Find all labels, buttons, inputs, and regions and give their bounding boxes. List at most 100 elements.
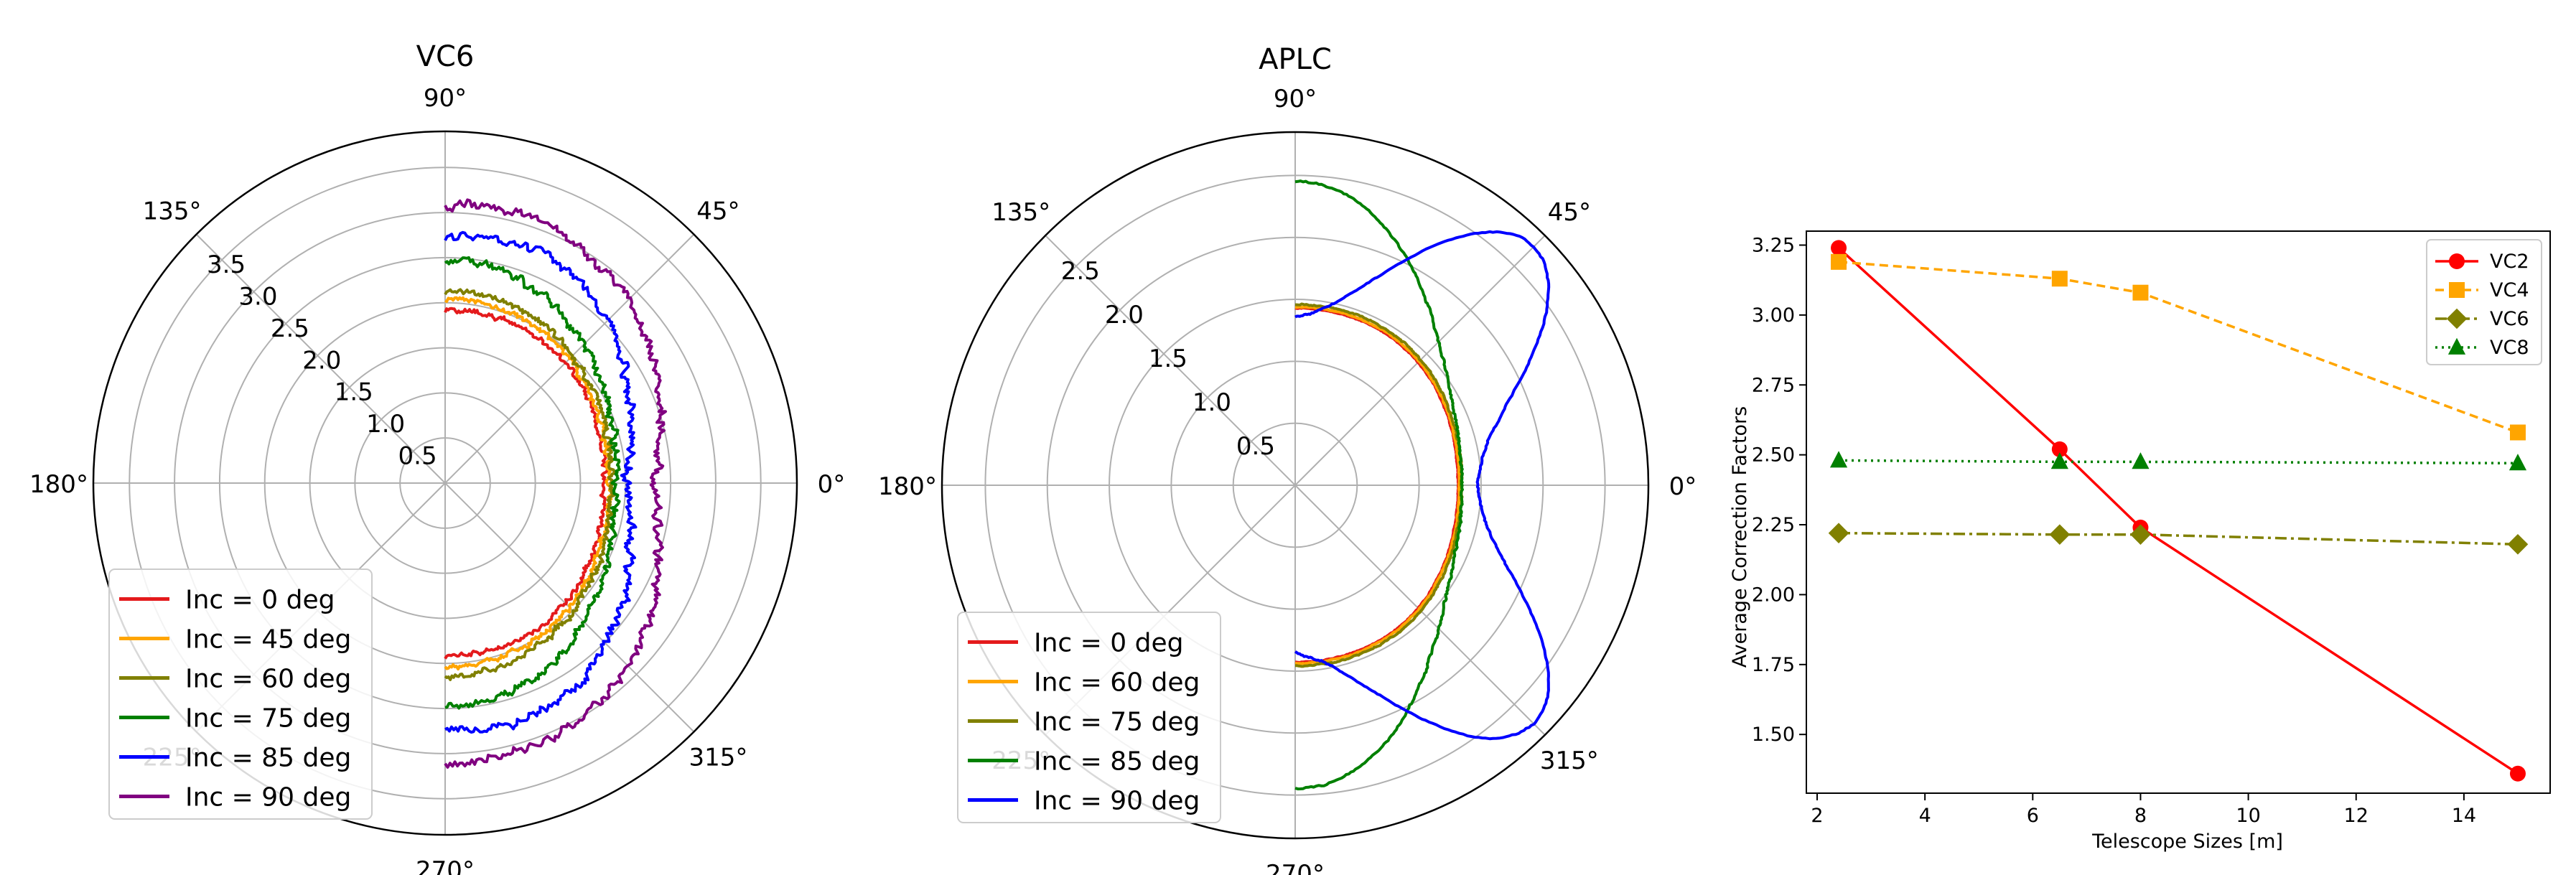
angular-gridline xyxy=(1045,235,1296,486)
legend-label: Inc = 60 deg xyxy=(1034,668,1200,698)
angle-tick-label: 180° xyxy=(878,472,937,501)
radial-tick-label: 1.5 xyxy=(335,378,373,407)
radial-tick-label: 2.5 xyxy=(271,314,309,343)
legend-label: Inc = 85 deg xyxy=(1034,747,1200,777)
line-chart-correction-factors: Telescope Sizes [m] Average Correction F… xyxy=(1729,230,2551,853)
x-tick-label: 2 xyxy=(1811,805,1823,827)
x-tick-label: 8 xyxy=(2134,805,2147,827)
angle-tick-label: 315° xyxy=(689,743,747,772)
series-line xyxy=(1838,531,2519,546)
data-point xyxy=(2132,452,2150,469)
data-point xyxy=(2449,282,2465,298)
polar-chart-vc6: VC6 0.5 1.0 1.5 2.0 2.5 3.0 3.5 0° 45° 90° 135° 180… xyxy=(29,40,845,875)
data-point xyxy=(2050,452,2068,469)
series-line xyxy=(1837,247,2519,775)
legend: VC2 VC4 VC6 VC8 xyxy=(2426,239,2542,365)
angular-gridline xyxy=(195,233,446,484)
angle-tick-label: 90° xyxy=(424,84,467,113)
legend-frame xyxy=(108,568,373,820)
x-axis-label: Telescope Sizes [m] xyxy=(2091,830,2283,853)
data-point xyxy=(1829,451,1848,468)
legend-label: Inc = 60 deg xyxy=(185,665,351,694)
data-point xyxy=(2132,284,2149,301)
series-line xyxy=(1294,230,1551,741)
angle-tick-label: 315° xyxy=(1540,747,1599,775)
series-vc8 xyxy=(1829,451,2527,471)
data-point xyxy=(2507,533,2529,555)
angle-tick-label: 270° xyxy=(1266,860,1325,875)
radial-tick-label: 2.0 xyxy=(302,346,341,375)
angle-tick-label: 90° xyxy=(1274,85,1317,113)
polar-frame xyxy=(92,130,798,836)
data-point xyxy=(1831,253,1847,270)
legend-label: Inc = 85 deg xyxy=(185,744,351,773)
series-vc6 xyxy=(1828,523,2529,555)
y-tick-label: 2.25 xyxy=(1752,514,1795,536)
series-line xyxy=(444,296,614,671)
radial-tick-label: 0.5 xyxy=(398,442,437,471)
legend-frame xyxy=(957,612,1221,823)
radial-tick-label: 1.5 xyxy=(1149,345,1187,373)
data-point xyxy=(1828,523,1849,544)
legend-label: Inc = 45 deg xyxy=(185,625,351,655)
y-tick-label: 2.00 xyxy=(1752,584,1795,606)
y-tick-label: 3.25 xyxy=(1752,234,1795,256)
angle-tick-label: 135° xyxy=(991,198,1050,227)
x-tick-label: 4 xyxy=(1919,805,1931,827)
x-tick-label: 12 xyxy=(2344,805,2369,827)
angle-tick-label: 45° xyxy=(1548,198,1591,227)
data-point xyxy=(2049,524,2071,545)
y-axis-label: Average Correction Factors xyxy=(1729,406,1751,668)
data-point xyxy=(1831,240,1847,256)
series-line xyxy=(444,307,610,660)
x-tick-label: 14 xyxy=(2452,805,2476,827)
series-line xyxy=(444,256,621,710)
legend-label: Inc = 75 deg xyxy=(1034,708,1200,737)
data-point xyxy=(2447,337,2466,355)
angle-tick-label: 135° xyxy=(143,197,202,226)
series-line xyxy=(1838,261,2519,434)
angle-tick-label: 0° xyxy=(1669,472,1697,501)
series-line xyxy=(1294,305,1461,665)
series-line xyxy=(444,198,667,769)
data-point xyxy=(2446,308,2468,329)
legend-label: Inc = 75 deg xyxy=(185,704,351,734)
legend-label: VC2 xyxy=(2490,251,2529,273)
angle-tick-label: 45° xyxy=(696,197,739,226)
legend-label: VC6 xyxy=(2490,308,2529,330)
legend-label: VC8 xyxy=(2490,337,2529,359)
legend-label: Inc = 90 deg xyxy=(1034,787,1200,816)
chart-title: APLC xyxy=(1259,43,1332,76)
polar-frame xyxy=(941,131,1650,840)
y-tick-label: 2.75 xyxy=(1752,374,1795,396)
x-tick-label: 6 xyxy=(2027,805,2039,827)
data-point xyxy=(2051,271,2068,287)
radial-tick-label: 2.5 xyxy=(1061,257,1100,286)
plot-frame xyxy=(1806,230,2551,794)
radial-tick-label: 1.0 xyxy=(366,410,405,439)
y-tick-label: 1.50 xyxy=(1752,724,1795,746)
x-tick-label: 10 xyxy=(2236,805,2260,827)
legend: Inc = 0 deg Inc = 45 deg Inc = 60 deg Inc =… xyxy=(108,568,373,820)
radial-tick-label: 3.0 xyxy=(238,282,277,311)
polar-chart-aplc: APLC 0.51.01.52.02.50°45°90°135°180°225°… xyxy=(878,43,1697,875)
legend-label: Inc = 90 deg xyxy=(185,783,351,813)
data-point xyxy=(2509,424,2526,441)
chart-title: VC6 xyxy=(416,40,475,73)
angle-tick-label: 0° xyxy=(818,470,846,499)
data-point xyxy=(2130,524,2151,545)
radial-tick-label: 3.5 xyxy=(207,251,246,279)
data-point xyxy=(2449,253,2465,269)
angle-tick-label: 180° xyxy=(29,470,88,499)
y-tick-label: 1.75 xyxy=(1752,654,1795,676)
data-point xyxy=(2509,765,2526,782)
data-point xyxy=(2509,454,2527,471)
data-point xyxy=(2051,441,2068,457)
series-line xyxy=(444,288,617,681)
legend-label: Inc = 0 deg xyxy=(1034,629,1183,658)
series-vc4 xyxy=(1831,253,2526,441)
series-line xyxy=(444,230,638,734)
series-line xyxy=(1838,459,2519,465)
radial-tick-label: 0.5 xyxy=(1236,432,1275,461)
